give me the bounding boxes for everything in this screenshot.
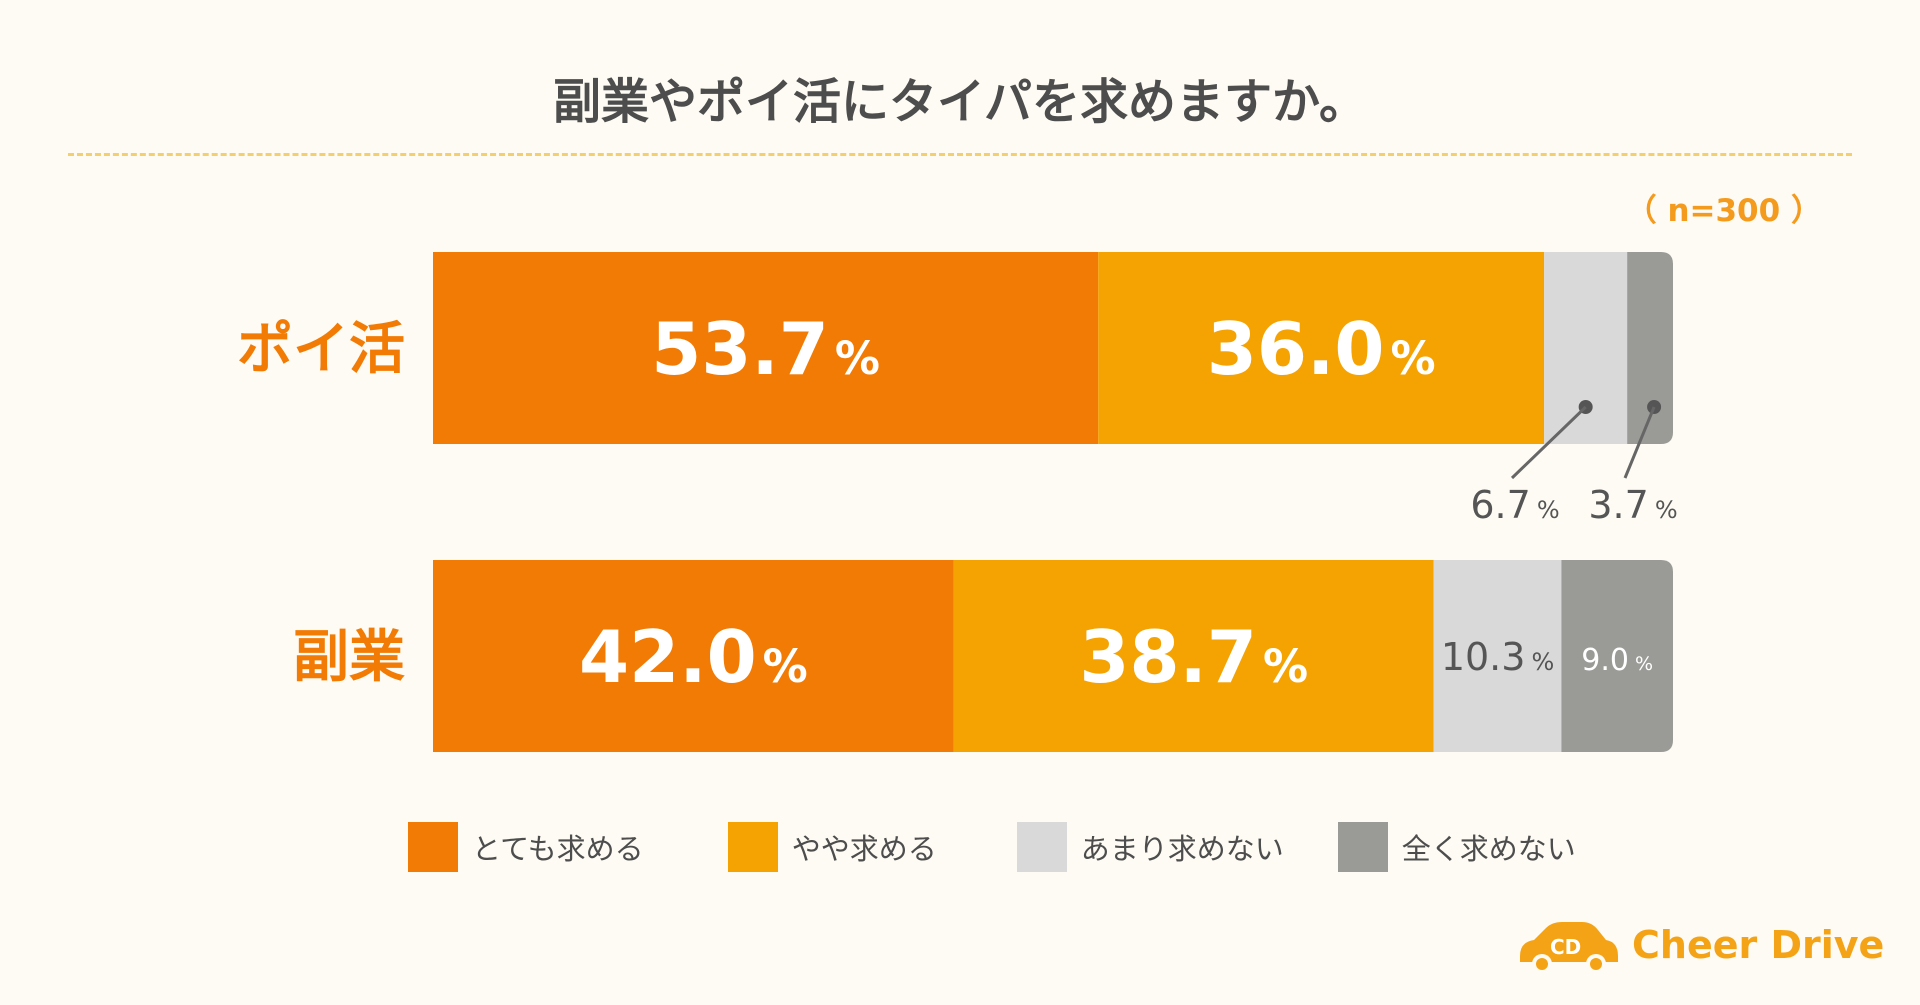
bar-segment [1544, 252, 1628, 444]
data-label: 42.0% [579, 615, 808, 699]
legend-item: あまり求めない [1016, 822, 1284, 872]
chart-legend: とても求める やや求める あまり求めない 全く求めない [408, 822, 1576, 872]
legend-swatch [1337, 822, 1388, 872]
brand-mark: CD [1550, 935, 1581, 959]
car-logo-icon: CD [1520, 922, 1618, 974]
callout-line [1510, 405, 1587, 480]
brand-name: Cheer Drive [1632, 923, 1885, 967]
legend-swatch [1016, 822, 1067, 872]
legend-swatch [727, 822, 778, 872]
legend-label: とても求める [472, 832, 644, 866]
data-label: 53.7% [651, 307, 880, 391]
data-label: 3.7% [1588, 483, 1677, 527]
data-label: 9.0% [1581, 643, 1653, 678]
legend-label: 全く求めない [1401, 832, 1576, 866]
title-divider [68, 153, 1852, 156]
category-label: 副業 [293, 625, 405, 690]
legend-item: やや求める [727, 822, 937, 872]
legend-swatch [408, 822, 458, 872]
brand-logo: CD Cheer Drive [1512, 912, 1884, 978]
legend-label: あまり求めない [1080, 832, 1284, 866]
data-label: 10.3% [1441, 635, 1554, 679]
bar-segment [433, 560, 954, 752]
bar-segment [1433, 560, 1562, 752]
legend-item: とても求める [408, 822, 644, 872]
bar-segment [1627, 252, 1673, 444]
bar-segment [433, 252, 1099, 444]
category-label: ポイ活 [237, 317, 405, 382]
chart-title: 副業やポイ活にタイパを求めますか。 [552, 74, 1368, 130]
data-label: 6.7% [1470, 483, 1559, 527]
legend-item: 全く求めない [1337, 822, 1576, 872]
data-label: 38.7% [1079, 615, 1308, 699]
data-label: 36.0% [1207, 307, 1436, 391]
sample-size-label: （ n=300 ） [1625, 193, 1822, 229]
bar-segment [1561, 560, 1673, 752]
callout-line [1623, 406, 1656, 479]
bar-segment [1098, 252, 1545, 444]
bar-segment [953, 560, 1434, 752]
legend-label: やや求める [791, 832, 937, 866]
